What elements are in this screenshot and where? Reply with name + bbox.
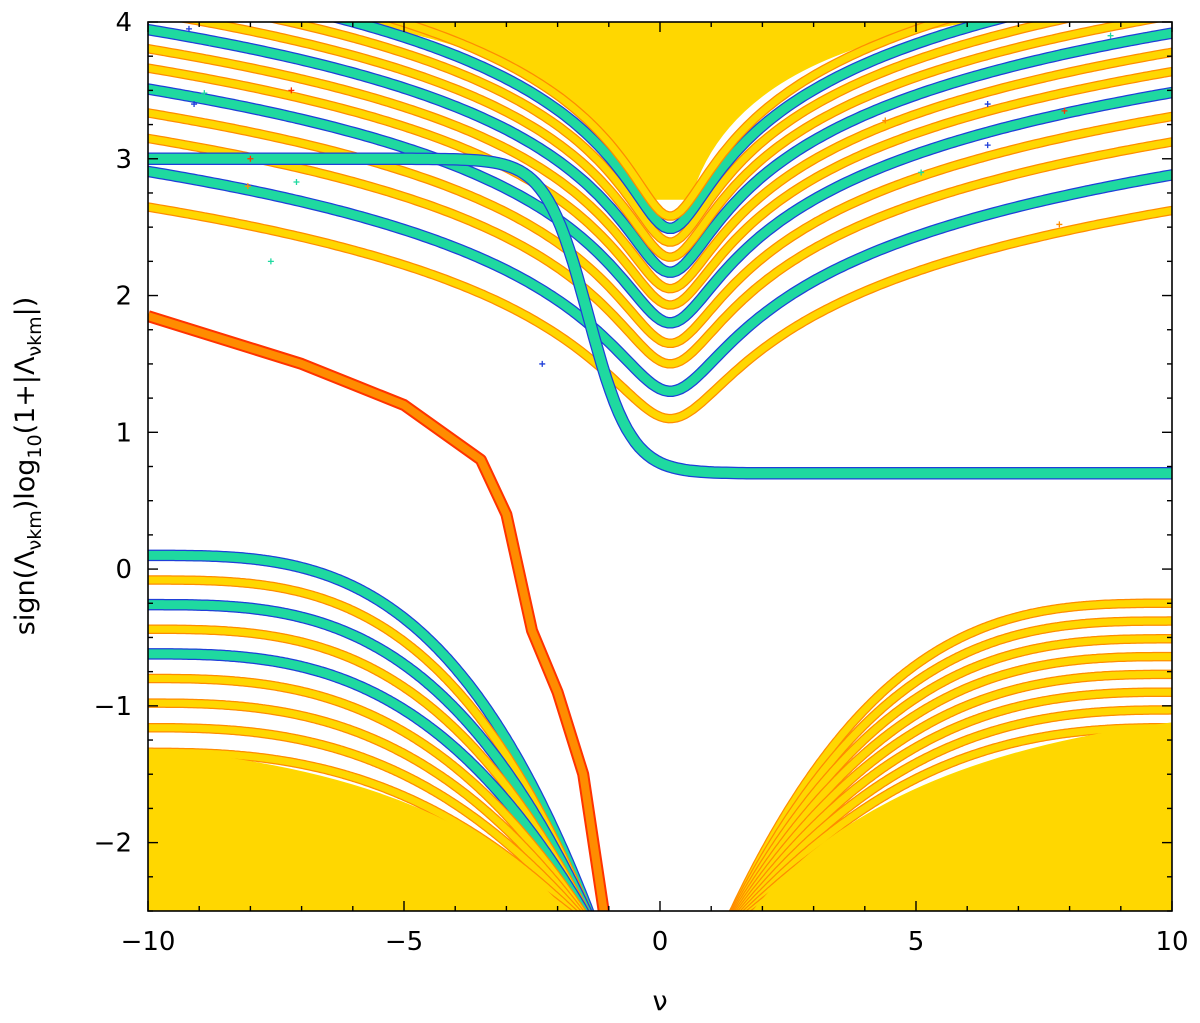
x-tick-label: 0 [652, 927, 669, 957]
outlier-marker [288, 87, 295, 94]
dense-curves-bottom-right [752, 722, 1172, 911]
lower-left-curve [122, 925, 601, 939]
lower-left-curve [148, 649, 589, 911]
outlier-marker [984, 142, 991, 149]
lower-left-curve [148, 699, 583, 911]
y-tick-label: −1 [94, 692, 132, 722]
outlier-marker [185, 25, 192, 32]
lower-left-curve [148, 748, 577, 911]
dense-curves-bottom-left [148, 748, 567, 911]
outlier-marker [201, 90, 208, 97]
dense-curves-top [344, 22, 976, 200]
lower-right-curve [736, 688, 1172, 911]
upper-curve [148, 64, 1172, 309]
lower-right-curve [735, 670, 1172, 911]
outlier-marker [293, 179, 300, 186]
outlier-marker [267, 258, 274, 265]
upper-curve [148, 84, 1172, 328]
lower-right-curve [730, 599, 1172, 911]
crossing-curve [148, 312, 608, 911]
asymptote-curve [148, 153, 1172, 479]
x-tick-label: −5 [385, 927, 423, 957]
upper-curve [148, 134, 1172, 368]
lower-left-curve [148, 625, 589, 911]
y-tick-label: 3 [115, 145, 132, 175]
lower-left-curve [148, 576, 592, 911]
y-tick-label: 0 [115, 555, 132, 585]
upper-curve [185, 22, 1156, 261]
y-tick-label: 4 [115, 8, 132, 38]
axis-ticks [147, 21, 1173, 912]
x-tick-label: 10 [1155, 927, 1188, 957]
x-tick-label: 5 [908, 927, 925, 957]
lower-left-curve-edge [122, 925, 601, 939]
upper-curve [148, 25, 1172, 277]
lower-left-curve [148, 675, 586, 911]
outlier-marker [882, 117, 889, 124]
outlier-marker [247, 155, 254, 162]
lower-left-curve [148, 550, 594, 911]
outlier-marker [1056, 221, 1063, 228]
lower-right-curve [738, 706, 1172, 911]
y-tick-label: 1 [115, 418, 132, 448]
outlier-marker [984, 101, 991, 108]
x-axis-label: ν [652, 986, 667, 1017]
outlier-marker [918, 169, 925, 176]
upper-curve [148, 203, 1172, 423]
upper-curve [390, 22, 950, 220]
lower-right-curve [733, 653, 1172, 911]
lower-right-curve [741, 724, 1172, 911]
y-axis-label: sign(Λνkm)log10(1+|Λνkm|) [10, 297, 46, 636]
outlier-marker [539, 360, 546, 367]
y-tick-label: 2 [115, 282, 132, 312]
outlier-marker [191, 101, 198, 108]
upper-curve [148, 109, 1172, 347]
lower-right-curve [731, 617, 1172, 911]
upper-curve [148, 166, 1172, 396]
outlier-marker [1061, 107, 1068, 114]
y-tick-label: −2 [94, 829, 132, 859]
lower-right-curve [732, 635, 1172, 911]
x-tick-label: −10 [121, 927, 176, 957]
outlier-marker [206, 39, 213, 46]
lower-left-curve [148, 600, 592, 911]
outlier-marker [244, 183, 251, 190]
lower-left-curve [148, 724, 581, 911]
plot-area [122, 22, 1172, 939]
upper-curve [148, 45, 1172, 293]
outlier-marker [1107, 32, 1114, 39]
upper-curve [336, 22, 1005, 233]
